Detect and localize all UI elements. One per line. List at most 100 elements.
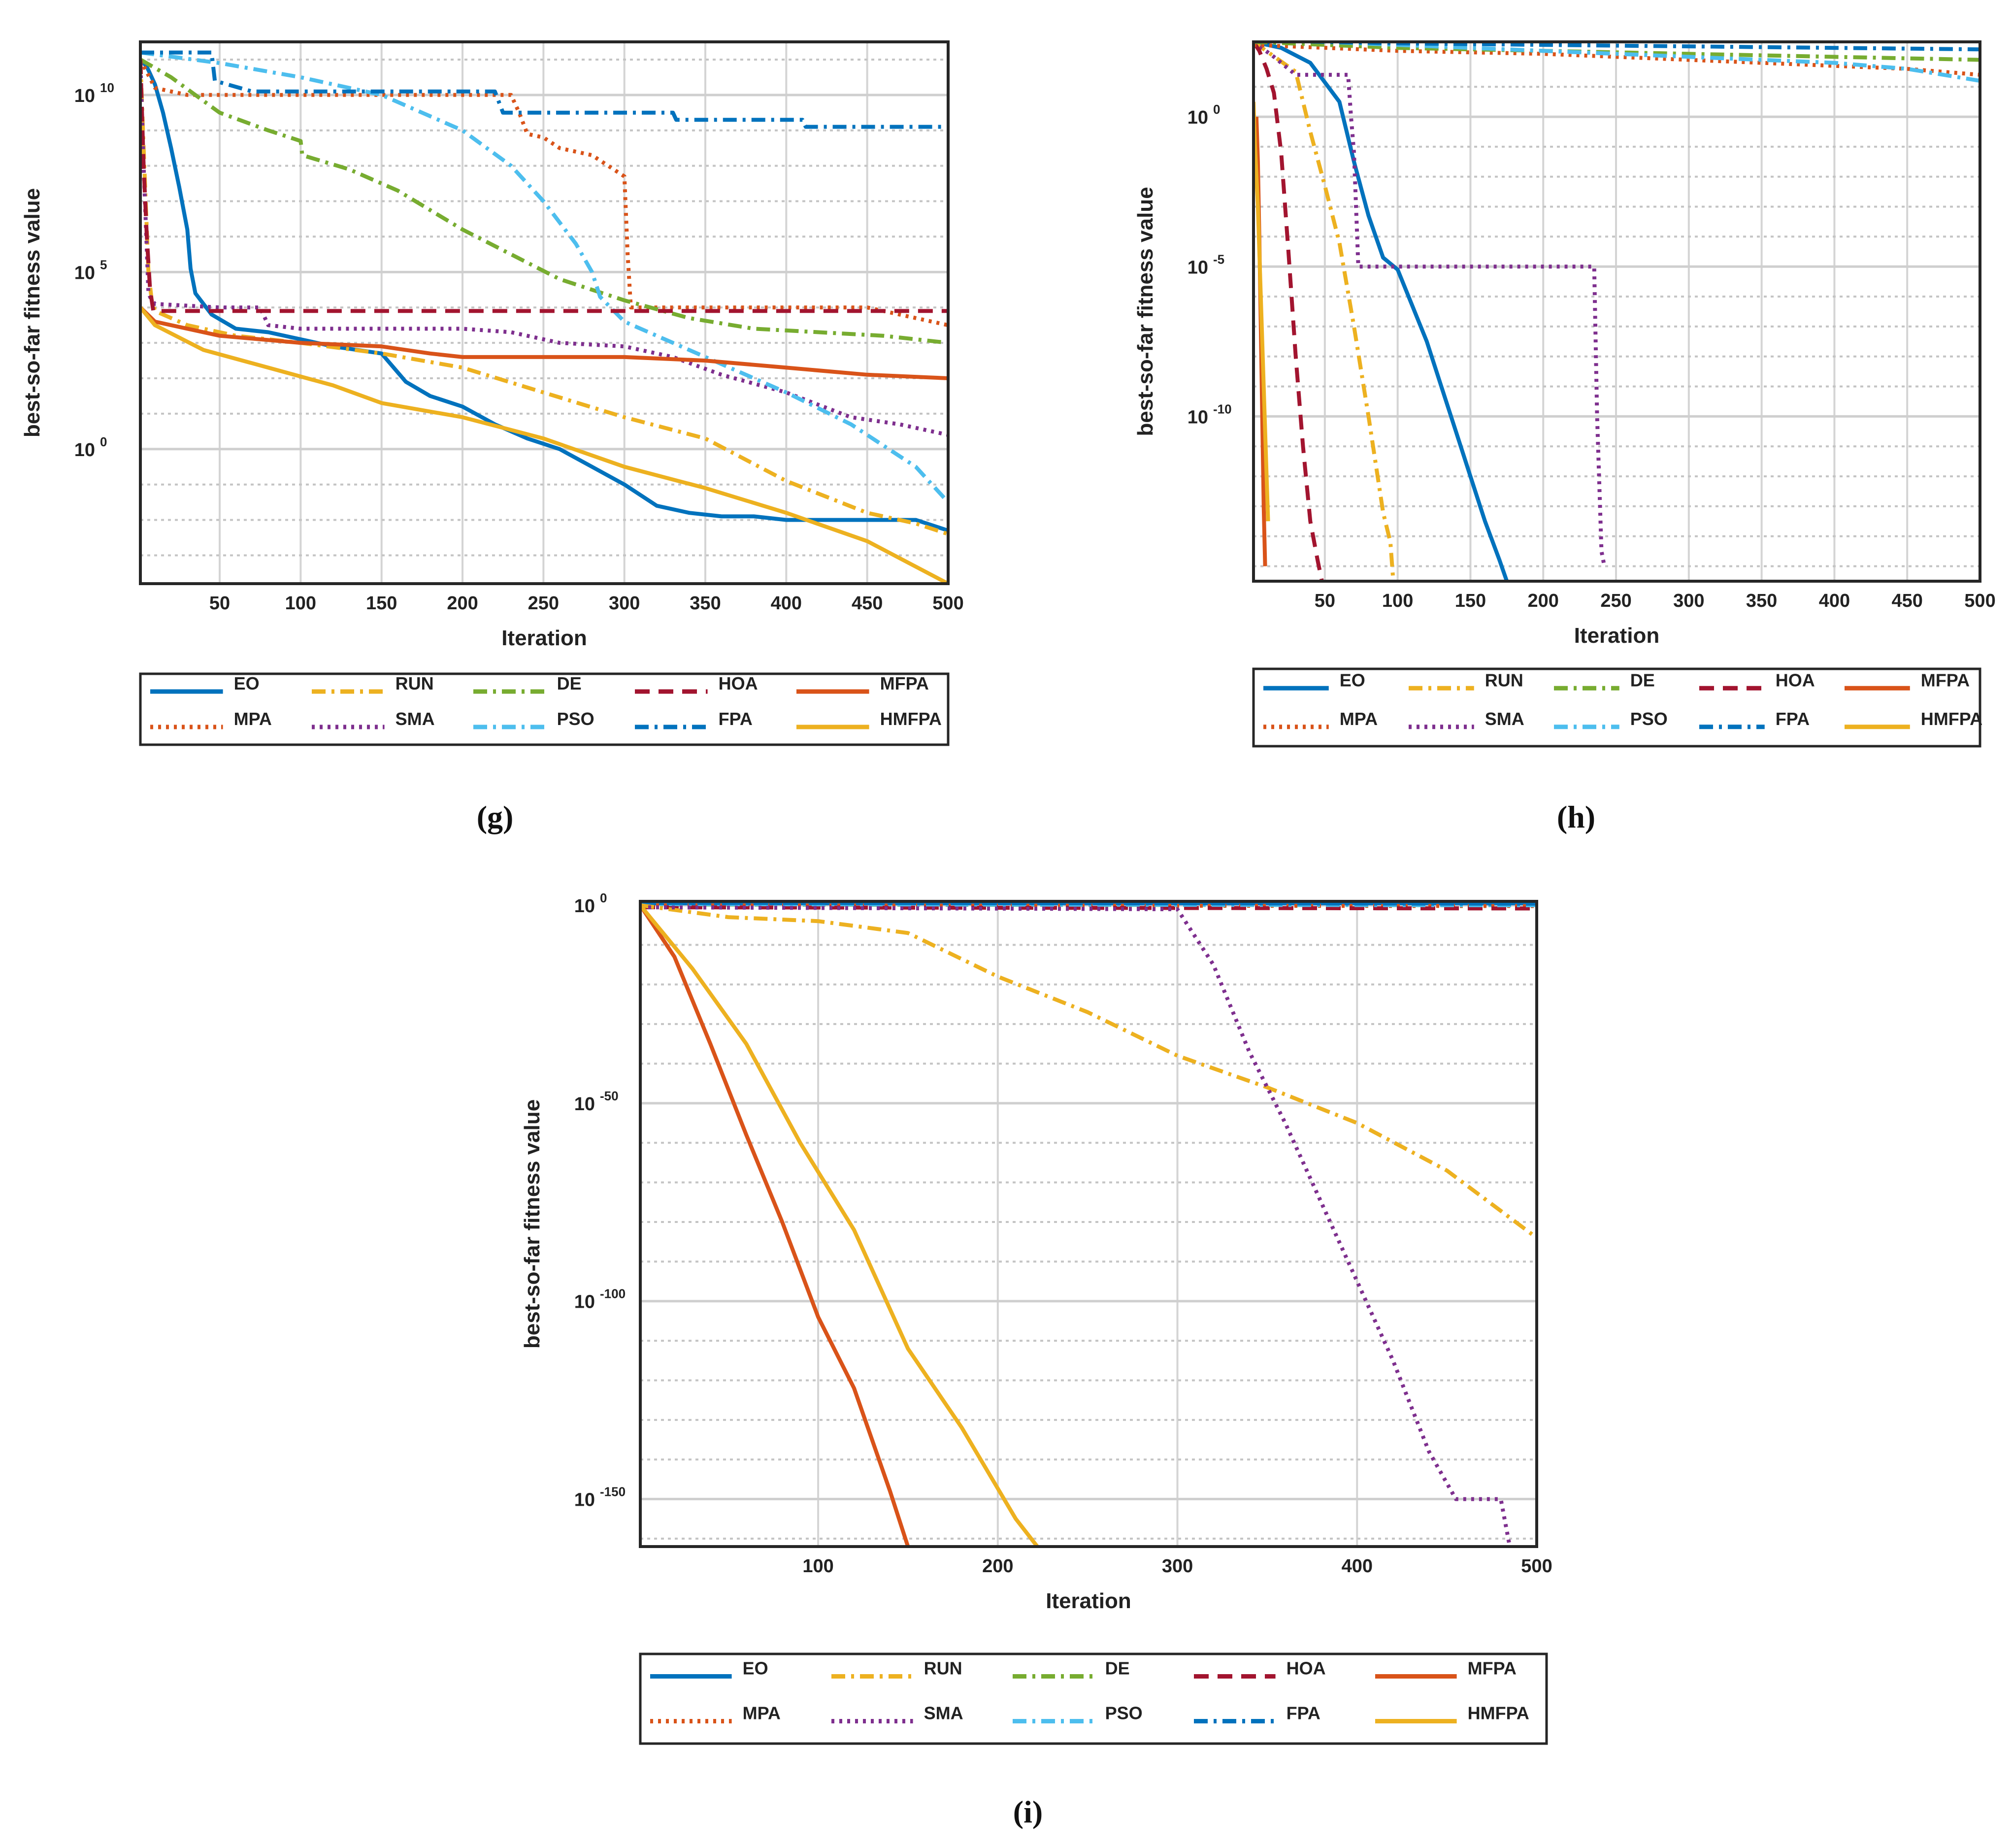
x-tick-label: 500: [1521, 1556, 1552, 1577]
series-line-hmfpa: [140, 306, 948, 584]
y-tick-exponent: -150: [600, 1485, 626, 1499]
y-tick-base: 10: [1188, 407, 1208, 428]
legend-label-run: RUN: [924, 1658, 962, 1679]
plot-frame: [639, 900, 1538, 1548]
legend-box: [639, 1652, 1548, 1745]
legend-label-pso: PSO: [1630, 709, 1668, 729]
x-tick-label: 150: [1455, 591, 1486, 611]
y-tick-exponent: -10: [1213, 401, 1232, 416]
series-line-mfpa: [640, 904, 910, 1547]
series-group-i: [640, 901, 1537, 1547]
x-tick-label: 100: [802, 1556, 833, 1577]
x-axis-label: Iteration: [501, 626, 587, 650]
x-tick-label: 100: [285, 593, 316, 614]
legend-label-pso: PSO: [1105, 1703, 1143, 1723]
legend-label-sma: SMA: [1485, 709, 1524, 729]
y-tick-exponent: 0: [100, 434, 107, 449]
x-tick-label: 250: [1600, 591, 1631, 611]
x-tick-label: 400: [771, 593, 802, 614]
y-axis-label: best-so-far fitness value: [1133, 187, 1157, 436]
legend-label-sma: SMA: [924, 1703, 963, 1723]
panel-caption-h: (h): [1557, 799, 1595, 834]
x-tick-label: 50: [209, 593, 230, 614]
y-tick-exponent: -100: [600, 1287, 626, 1301]
series-line-run: [1254, 42, 1395, 581]
series-line-eo: [1254, 42, 1509, 581]
legend-label-sma: SMA: [396, 709, 435, 729]
legend-label-mfpa: MFPA: [1921, 670, 1970, 690]
y-tick-base: 10: [1188, 257, 1208, 278]
series-line-fpa: [640, 901, 1537, 906]
x-tick-label: 500: [1964, 591, 1995, 611]
legend-label-mpa: MPA: [743, 1703, 781, 1723]
legend-label-mpa: MPA: [1340, 709, 1378, 729]
legend-label-eo: EO: [743, 1658, 768, 1679]
panel-caption-g: (g): [477, 799, 514, 834]
legend-label-hoa: HOA: [1776, 670, 1815, 690]
y-tick-exponent: 10: [100, 80, 114, 95]
legend-label-pso: PSO: [557, 709, 594, 729]
y-tick-base: 10: [1188, 107, 1208, 128]
series-line-run: [640, 903, 1537, 1240]
x-tick-label: 500: [932, 593, 963, 614]
legend-label-fpa: FPA: [1776, 709, 1810, 729]
x-tick-label: 400: [1819, 591, 1850, 611]
x-tick-label: 300: [609, 593, 640, 614]
series-line-sma: [640, 905, 1512, 1547]
plot-frame: [1252, 40, 1981, 583]
legend-label-hmfpa: HMFPA: [1921, 709, 1982, 729]
series-line-mpa: [1254, 43, 1980, 77]
x-tick-label: 450: [852, 593, 883, 614]
y-axis-label: best-so-far fitness value: [520, 1099, 544, 1349]
panel-caption-i: (i): [1013, 1794, 1043, 1829]
legend-label-mfpa: MFPA: [1468, 1658, 1517, 1679]
legend-h: EO RUN DE HOA MFPA MPA SMA PSO FPA HMFPA: [1252, 667, 1982, 748]
legend-label-mfpa: MFPA: [880, 673, 929, 693]
legend-label-hoa: HOA: [1287, 1658, 1326, 1679]
series-line-run: [140, 59, 948, 536]
legend-label-run: RUN: [1485, 670, 1523, 690]
legend-label-mpa: MPA: [234, 709, 272, 729]
legend-box: [139, 672, 950, 746]
series-line-mfpa: [140, 306, 948, 380]
y-axis-label: best-so-far fitness value: [20, 188, 44, 437]
series-line-hoa: [640, 905, 1537, 911]
legend-label-de: DE: [1105, 1658, 1130, 1679]
y-tick-base: 10: [74, 86, 95, 106]
legend-label-de: DE: [557, 673, 582, 693]
y-tick-base: 10: [574, 896, 595, 917]
series-line-mpa: [140, 59, 948, 328]
y-tick-base: 10: [574, 1292, 595, 1313]
y-tick-exponent: 0: [600, 891, 607, 905]
series-line-eo: [140, 58, 948, 532]
series-line-fpa: [140, 50, 948, 129]
legend-label-fpa: FPA: [719, 709, 753, 729]
x-tick-label: 450: [1892, 591, 1923, 611]
x-tick-label: 350: [1746, 591, 1777, 611]
plot-frame: [139, 40, 950, 585]
x-tick-label: 300: [1162, 1556, 1193, 1577]
legend-label-hmfpa: HMFPA: [1468, 1703, 1529, 1723]
x-tick-label: 350: [690, 593, 721, 614]
legend-i: EO RUN DE HOA MFPA MPA SMA PSO FPA HMFPA: [639, 1652, 1548, 1745]
x-tick-label: 50: [1315, 591, 1335, 611]
legend-label-eo: EO: [1340, 670, 1365, 690]
legend-g: EO RUN DE HOA MFPA MPA SMA PSO FPA HMFPA: [139, 672, 950, 746]
x-tick-label: 100: [1382, 591, 1413, 611]
x-axis-label: Iteration: [1574, 624, 1660, 648]
y-tick-base: 10: [74, 440, 95, 461]
y-tick-exponent: 5: [100, 257, 107, 272]
legend-label-fpa: FPA: [1287, 1703, 1320, 1723]
series-line-hmfpa: [640, 904, 1039, 1547]
series-line-de: [140, 58, 948, 345]
x-tick-label: 250: [528, 593, 559, 614]
y-tick-base: 10: [574, 1094, 595, 1115]
x-tick-label: 200: [1528, 591, 1559, 611]
legend-label-hmfpa: HMFPA: [880, 709, 942, 729]
x-axis-label: Iteration: [1046, 1589, 1131, 1613]
x-tick-label: 400: [1342, 1556, 1373, 1577]
